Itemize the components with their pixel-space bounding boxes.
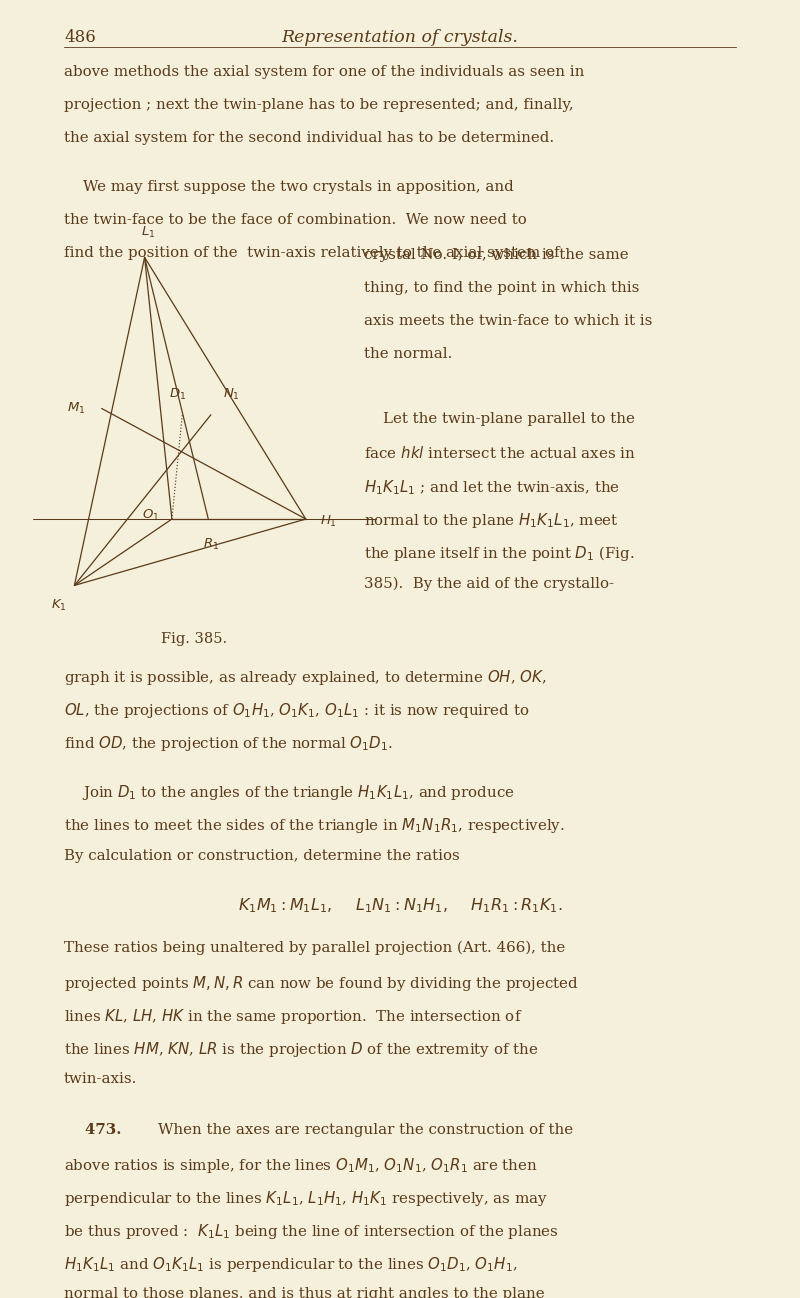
Text: These ratios being unaltered by parallel projection (Art. 466), the: These ratios being unaltered by parallel…: [64, 941, 566, 955]
Text: By calculation or construction, determine the ratios: By calculation or construction, determin…: [64, 849, 460, 863]
Text: We may first suppose the two crystals in apposition, and: We may first suppose the two crystals in…: [64, 180, 514, 193]
Text: perpendicular to the lines $K_1L_1$, $L_1H_1$, $H_1K_1$ respectively, as may: perpendicular to the lines $K_1L_1$, $L_…: [64, 1189, 548, 1208]
Text: the lines to meet the sides of the triangle in $M_1N_1R_1$, respectively.: the lines to meet the sides of the trian…: [64, 816, 565, 835]
Text: projected points $M,N,R$ can now be found by dividing the projected: projected points $M,N,R$ can now be foun…: [64, 974, 579, 993]
Text: $O_1$: $O_1$: [142, 508, 159, 523]
Text: twin-axis.: twin-axis.: [64, 1072, 138, 1086]
Text: be thus proved :  $K_1L_1$ being the line of intersection of the planes: be thus proved : $K_1L_1$ being the line…: [64, 1221, 558, 1241]
Text: the axial system for the second individual has to be determined.: the axial system for the second individu…: [64, 131, 554, 144]
Text: normal to the plane $H_1 K_1 L_1$, meet: normal to the plane $H_1 K_1 L_1$, meet: [364, 511, 618, 530]
Text: the twin-face to be the face of combination.  We now need to: the twin-face to be the face of combinat…: [64, 213, 526, 227]
Text: $L_1$: $L_1$: [142, 226, 156, 240]
Text: face $hkl$ intersect the actual axes in: face $hkl$ intersect the actual axes in: [364, 445, 636, 461]
Text: Join $D_1$ to the angles of the triangle $H_1K_1L_1$, and produce: Join $D_1$ to the angles of the triangle…: [64, 784, 514, 802]
Text: the lines $HM$, $KN$, $LR$ is the projection $D$ of the extremity of the: the lines $HM$, $KN$, $LR$ is the projec…: [64, 1040, 538, 1059]
Text: find $OD$, the projection of the normal $O_1D_1$.: find $OD$, the projection of the normal …: [64, 735, 393, 753]
Text: $H_1$: $H_1$: [320, 514, 337, 530]
Text: axis meets the twin-face to which it is: axis meets the twin-face to which it is: [364, 314, 652, 328]
Text: $M_1$: $M_1$: [67, 401, 86, 417]
Text: $H_1K_1L_1$ and $O_1K_1L_1$ is perpendicular to the lines $O_1D_1$, $O_1H_1$,: $H_1K_1L_1$ and $O_1K_1L_1$ is perpendic…: [64, 1255, 518, 1273]
Text: the plane itself in the point $D_1$ (Fig.: the plane itself in the point $D_1$ (Fig…: [364, 544, 634, 562]
Text: When the axes are rectangular the construction of the: When the axes are rectangular the constr…: [158, 1123, 574, 1137]
Text: Fig. 385.: Fig. 385.: [161, 632, 227, 646]
Text: above methods the axial system for one of the individuals as seen in: above methods the axial system for one o…: [64, 65, 584, 79]
Text: graph it is possible, as already explained, to determine $OH$, $OK$,: graph it is possible, as already explain…: [64, 668, 546, 688]
Text: thing, to find the point in which this: thing, to find the point in which this: [364, 280, 639, 295]
Text: projection ; next the twin-plane has to be represented; and, finally,: projection ; next the twin-plane has to …: [64, 97, 574, 112]
Text: $R_1$: $R_1$: [202, 537, 219, 553]
Text: 486: 486: [64, 29, 96, 45]
Text: Representation of crystals.: Representation of crystals.: [282, 29, 518, 45]
Text: the normal.: the normal.: [364, 347, 452, 361]
Text: Let the twin-plane parallel to the: Let the twin-plane parallel to the: [364, 413, 635, 426]
Text: 473.: 473.: [64, 1123, 122, 1137]
Text: lines $KL$, $LH$, $HK$ in the same proportion.  The intersection of: lines $KL$, $LH$, $HK$ in the same propo…: [64, 1007, 522, 1025]
Text: normal to those planes, and is thus at right angles to the plane: normal to those planes, and is thus at r…: [64, 1288, 545, 1298]
Text: $K_1$: $K_1$: [50, 598, 66, 614]
Text: crystal No. I, or, which is the same: crystal No. I, or, which is the same: [364, 248, 629, 262]
Text: $N_1$: $N_1$: [223, 387, 240, 402]
Text: $D_1$: $D_1$: [169, 387, 186, 402]
Text: above ratios is simple, for the lines $O_1M_1$, $O_1N_1$, $O_1R_1$ are then: above ratios is simple, for the lines $O…: [64, 1157, 538, 1175]
Text: $OL$, the projections of $O_1H_1$, $O_1K_1$, $O_1L_1$ : it is now required to: $OL$, the projections of $O_1H_1$, $O_1K…: [64, 701, 530, 720]
Text: $K_1M_1 : M_1L_1,$    $L_1N_1 : N_1H_1,$    $H_1R_1 : R_1K_1.$: $K_1M_1 : M_1L_1,$ $L_1N_1 : N_1H_1,$ $H…: [238, 897, 562, 915]
Text: find the position of the  twin-axis relatively to the axial system of: find the position of the twin-axis relat…: [64, 245, 560, 260]
Text: $H_1K_1L_1$ ; and let the twin-axis, the: $H_1K_1L_1$ ; and let the twin-axis, the: [364, 478, 620, 497]
Text: 385).  By the aid of the crystallo-: 385). By the aid of the crystallo-: [364, 576, 614, 591]
